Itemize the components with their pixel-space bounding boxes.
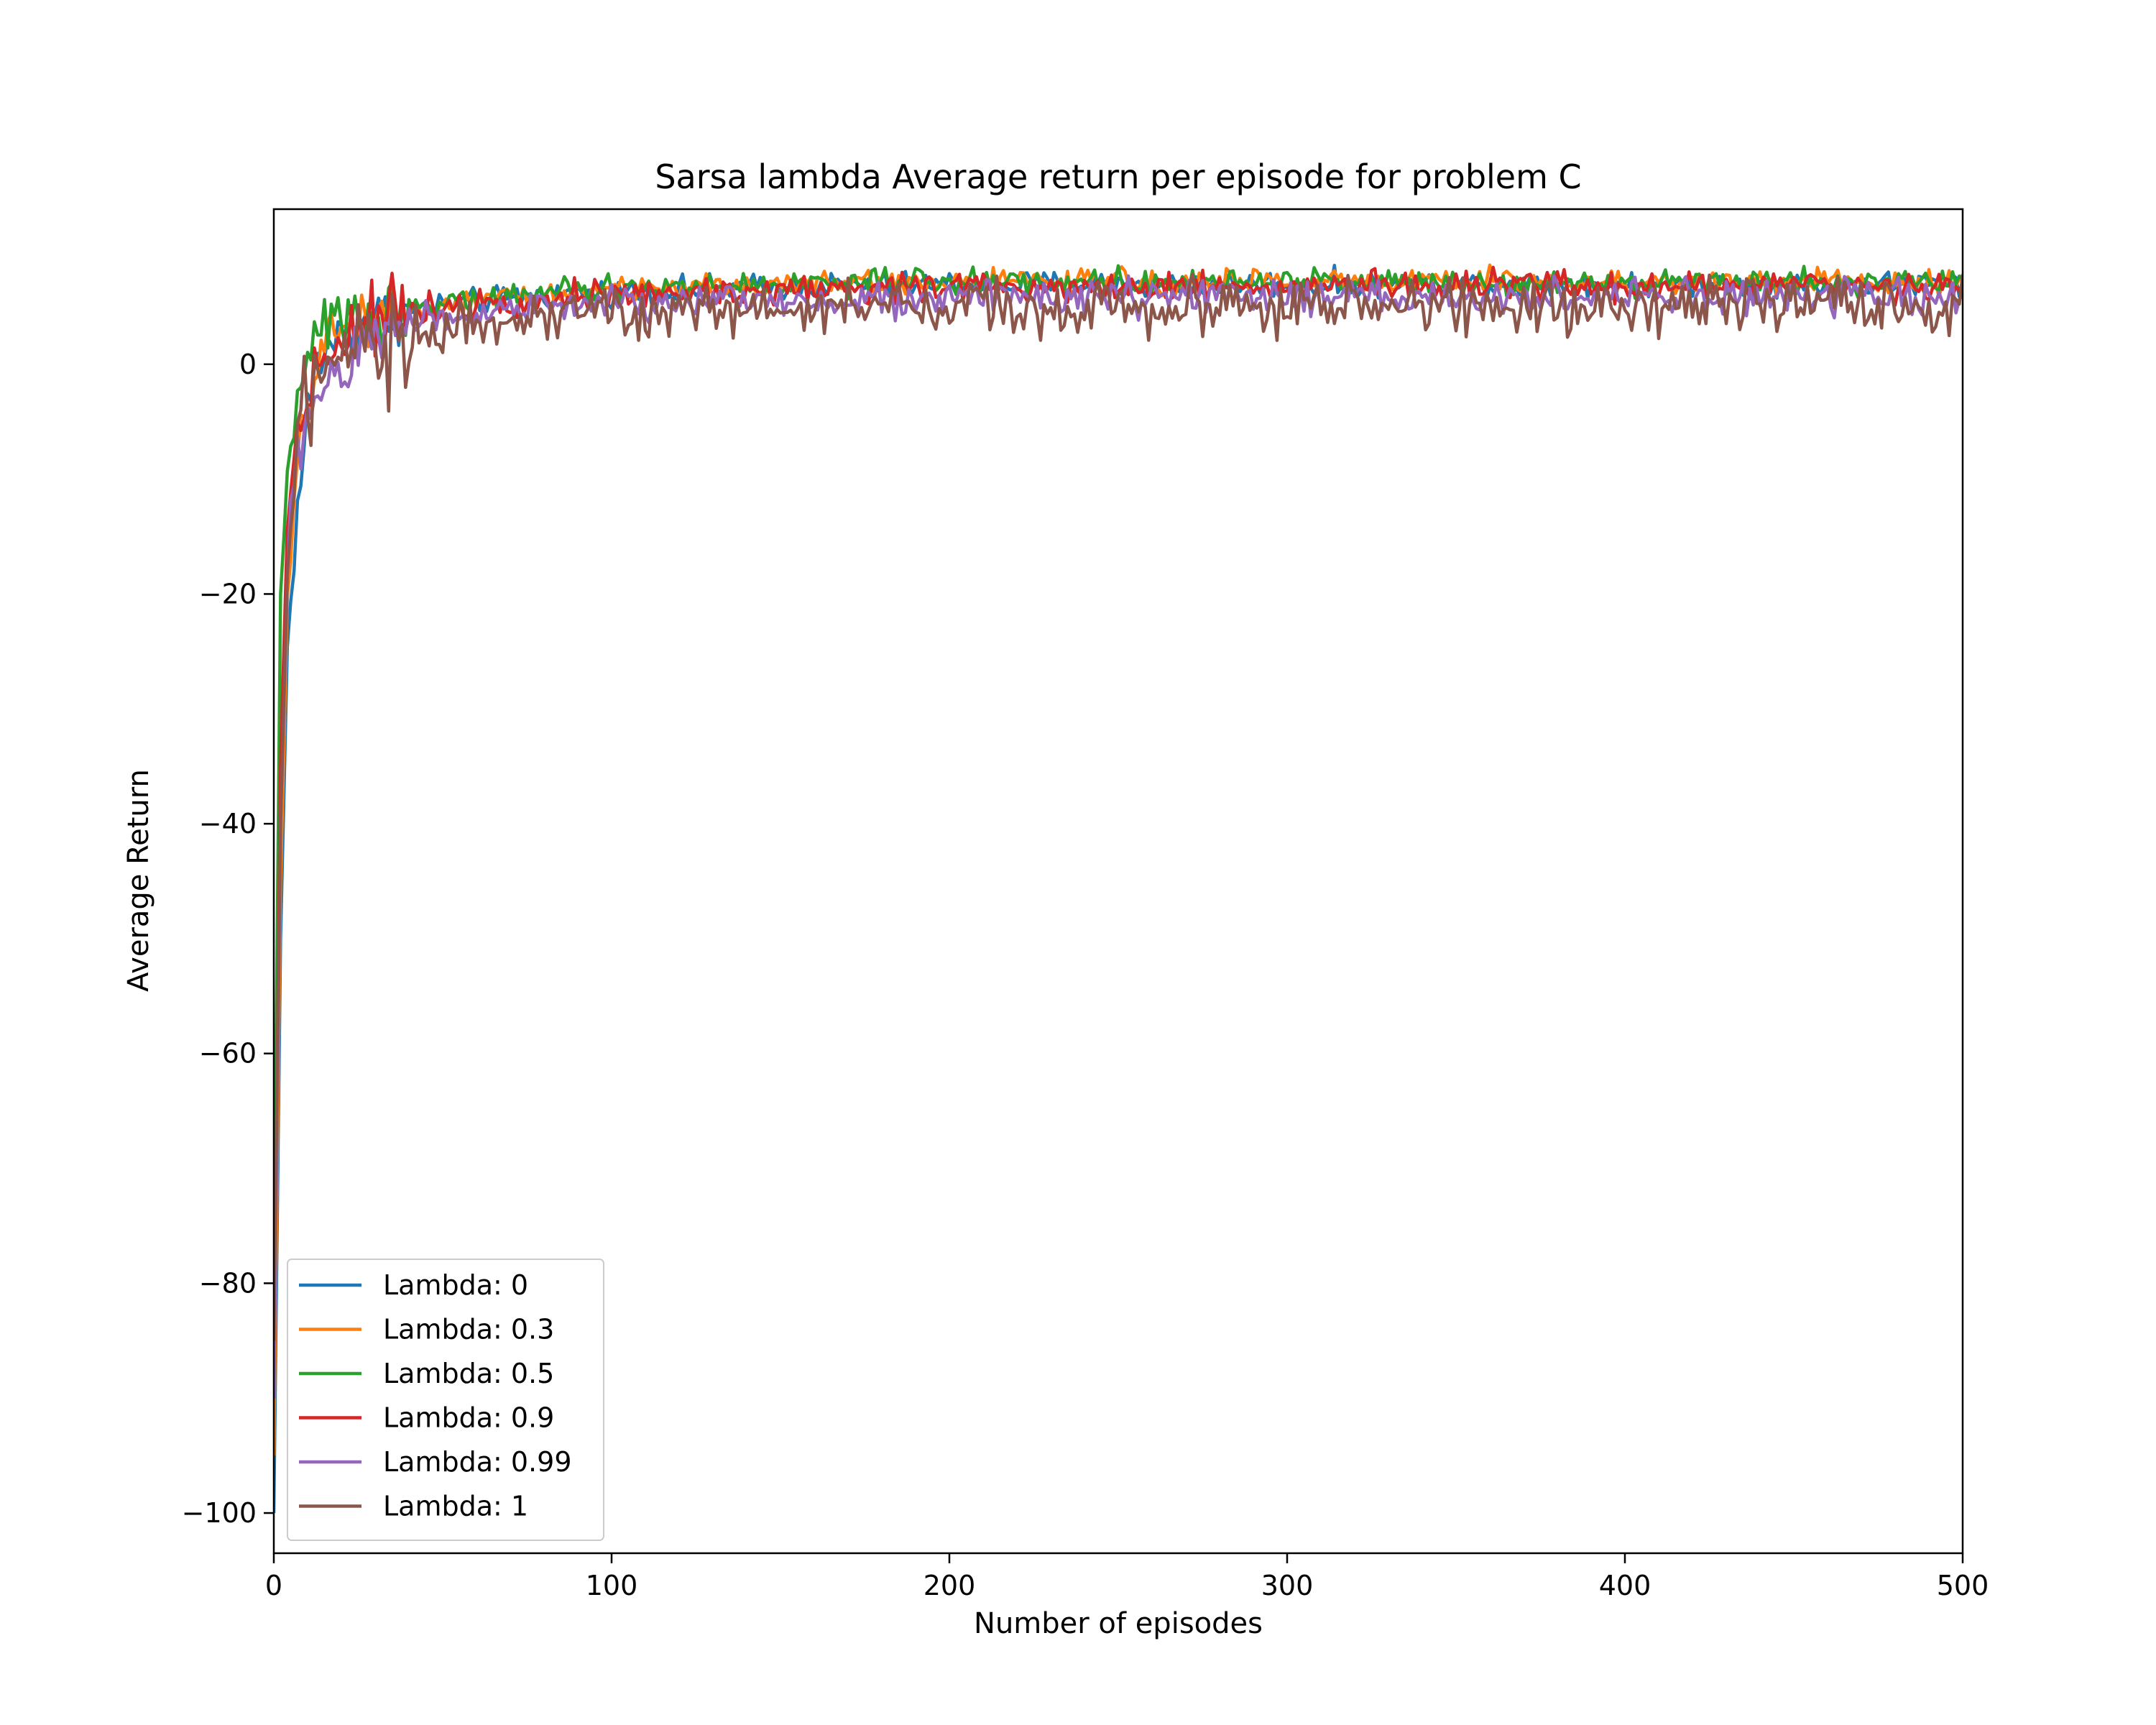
legend-label: Lambda: 1 bbox=[383, 1491, 528, 1522]
plot-frame bbox=[272, 208, 1964, 1555]
chart-title: Sarsa lambda Average return per episode … bbox=[655, 157, 1581, 196]
x-tick-label: 0 bbox=[265, 1570, 282, 1601]
series-layer bbox=[274, 263, 1963, 1514]
x-tick-label: 100 bbox=[586, 1570, 638, 1601]
series-line bbox=[274, 264, 1963, 1284]
x-tick-label: 300 bbox=[1261, 1570, 1314, 1601]
legend-label: Lambda: 0 bbox=[383, 1269, 528, 1301]
legend-box bbox=[287, 1259, 604, 1541]
legend-label: Lambda: 0.99 bbox=[383, 1446, 572, 1478]
y-tick-label: −60 bbox=[199, 1038, 257, 1070]
legend-label: Lambda: 0.5 bbox=[383, 1358, 554, 1389]
y-tick-label: 0 bbox=[239, 349, 257, 380]
y-axis-label: Average Return bbox=[122, 769, 155, 992]
series-line bbox=[274, 272, 1963, 1341]
y-tick-label: −20 bbox=[199, 578, 257, 610]
x-tick-label: 400 bbox=[1599, 1570, 1651, 1601]
x-axis-label: Number of episodes bbox=[974, 1607, 1263, 1640]
legend-label: Lambda: 0.9 bbox=[383, 1402, 554, 1434]
x-tick-label: 500 bbox=[1937, 1570, 1989, 1601]
y-tick-label: −100 bbox=[182, 1497, 257, 1529]
legend: Lambda: 0 Lambda: 0.3 Lambda: 0.5 Lambda: 0… bbox=[287, 1259, 604, 1541]
y-tick-label: −80 bbox=[199, 1267, 257, 1299]
y-tick-label: −40 bbox=[199, 808, 257, 840]
x-tick-label: 200 bbox=[923, 1570, 976, 1601]
legend-label: Lambda: 0.3 bbox=[383, 1314, 554, 1346]
ticks-layer: 0 100 200 300 400 500 −100 −80 −60 −40 −20 0 bbox=[182, 349, 1989, 1601]
